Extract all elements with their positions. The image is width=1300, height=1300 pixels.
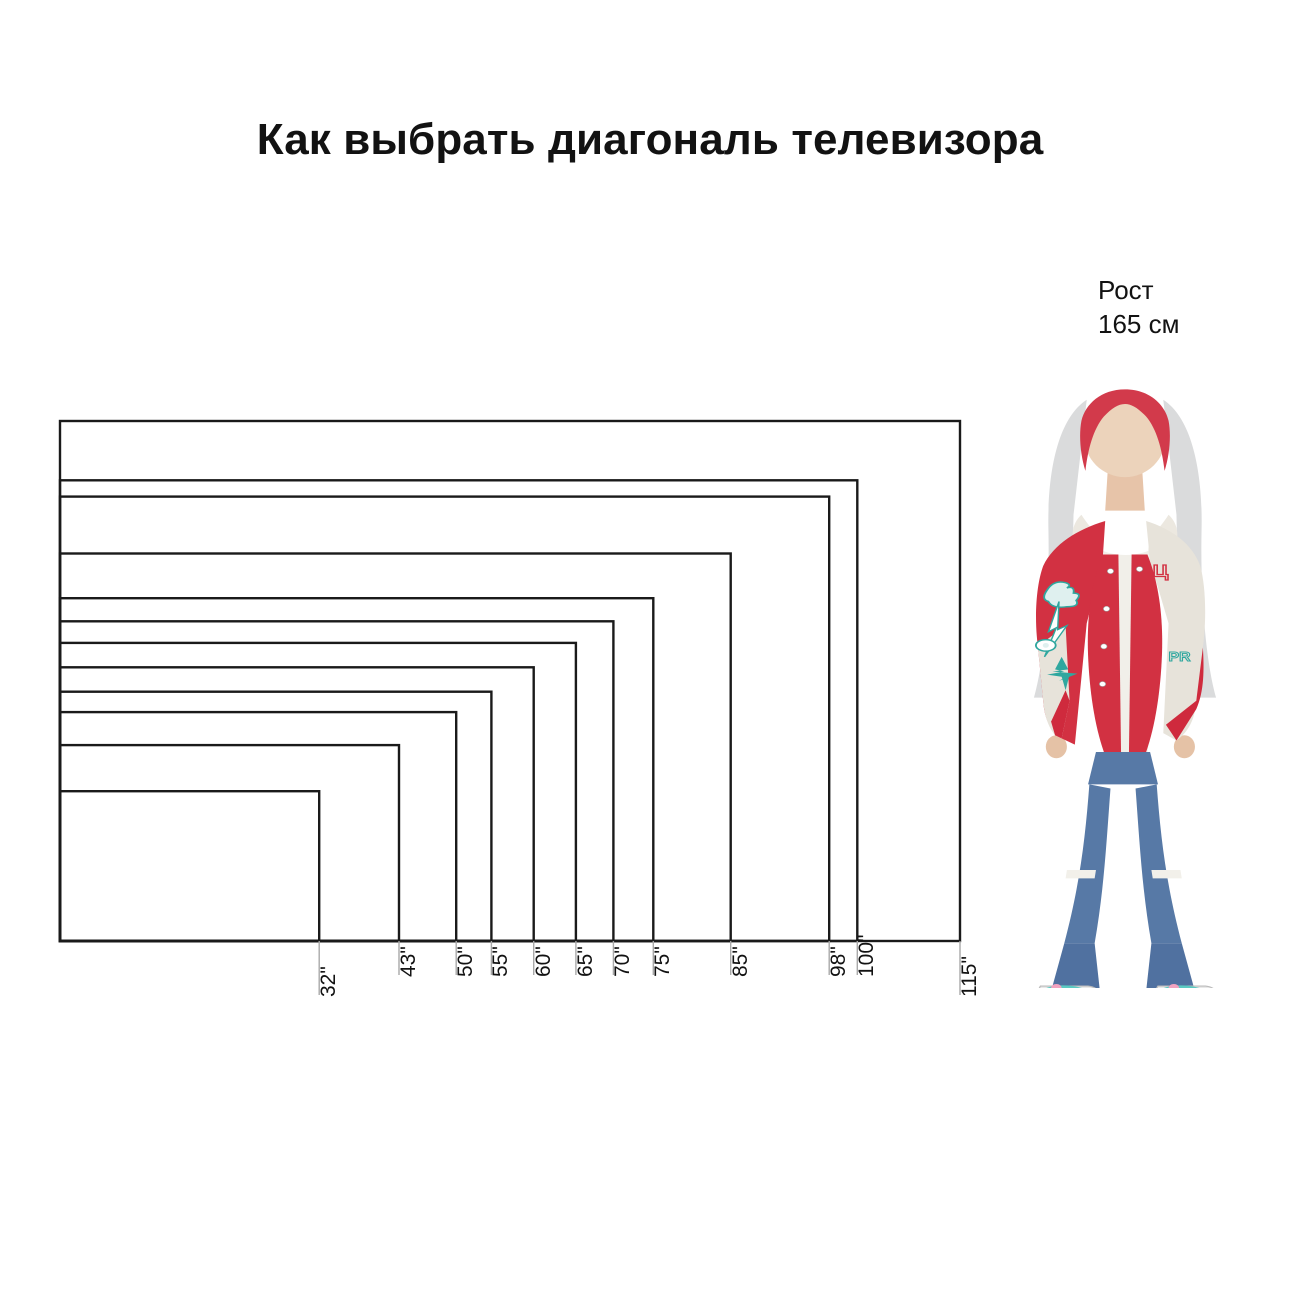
svg-text:PR: PR — [1169, 651, 1192, 665]
svg-text:Ц: Ц — [1153, 562, 1169, 580]
